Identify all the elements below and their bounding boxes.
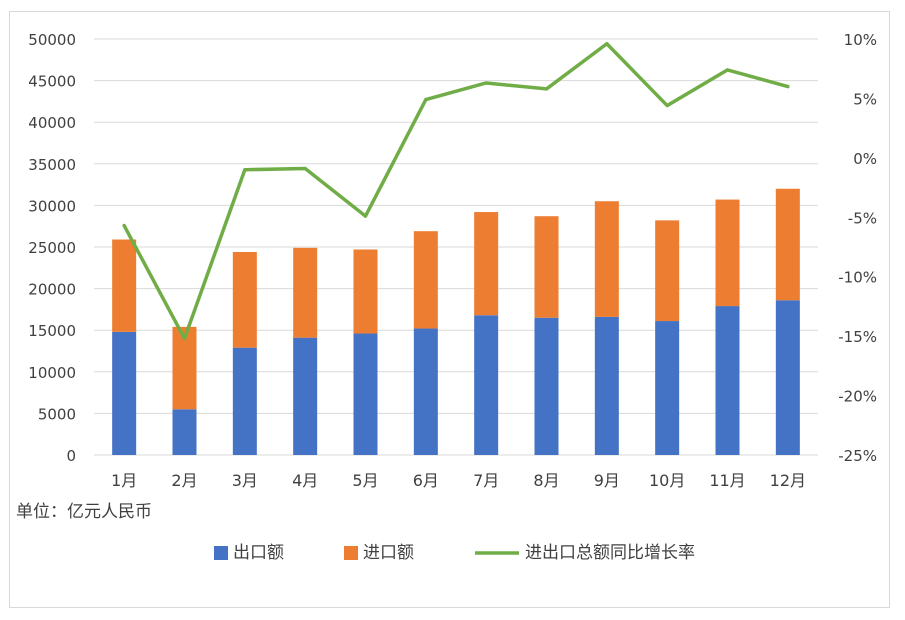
left-axis-tick-label: 40000 bbox=[28, 114, 76, 132]
export-bar bbox=[474, 315, 499, 455]
import-bar bbox=[232, 251, 257, 348]
import-bar bbox=[594, 201, 619, 317]
import-bar bbox=[413, 231, 438, 329]
x-axis-tick-label: 11月 bbox=[709, 471, 745, 490]
import-bar bbox=[775, 188, 800, 301]
growth-rate-point bbox=[726, 68, 729, 72]
right-axis-tick-label: 5% bbox=[853, 90, 877, 108]
export-bar bbox=[413, 328, 438, 455]
growth-rate-point bbox=[484, 81, 488, 85]
import-bar bbox=[715, 199, 740, 307]
export-bar bbox=[232, 347, 257, 455]
import-bar bbox=[655, 220, 680, 322]
export-bar bbox=[775, 300, 800, 455]
growth-rate-point bbox=[786, 85, 790, 89]
bar-series bbox=[112, 188, 800, 455]
x-axis-tick-label: 2月 bbox=[171, 471, 197, 490]
legend-import-swatch bbox=[344, 546, 358, 560]
right-axis-tick-label: -15% bbox=[838, 328, 877, 346]
export-bar bbox=[293, 337, 318, 455]
left-axis-tick-label: 45000 bbox=[28, 73, 76, 91]
x-axis-tick-label: 3月 bbox=[232, 471, 258, 490]
export-bar bbox=[172, 409, 197, 455]
chart-frame bbox=[9, 11, 890, 608]
left-axis-tick-label: 50000 bbox=[28, 31, 76, 49]
x-axis-tick-label: 5月 bbox=[352, 471, 378, 490]
x-axis-tick-label: 9月 bbox=[594, 471, 620, 490]
right-axis-tick-label: -25% bbox=[838, 447, 877, 465]
unit-note: 单位：亿元人民币 bbox=[16, 502, 152, 522]
legend-export-swatch bbox=[214, 546, 228, 560]
import-bar bbox=[353, 249, 378, 334]
growth-rate-line bbox=[122, 42, 790, 341]
legend-import-label: 进口额 bbox=[363, 543, 414, 563]
x-axis-ticks: 1月 2月 3月 4月 5月 6月 7月 8月 9月 10月 11月 12月 bbox=[111, 471, 806, 490]
growth-rate-point bbox=[364, 214, 367, 218]
x-axis-tick-label: 1月 bbox=[111, 471, 137, 490]
growth-rate-point bbox=[183, 337, 186, 341]
export-bar bbox=[655, 321, 680, 455]
x-axis-tick-label: 10月 bbox=[649, 471, 685, 490]
left-axis-tick-label: 20000 bbox=[28, 281, 76, 299]
right-axis-ticks: -25% -20% -15% -10% -5% 0% 5% 10% bbox=[838, 31, 877, 465]
right-axis-tick-label: 10% bbox=[844, 31, 877, 49]
x-axis-tick-label: 12月 bbox=[770, 471, 806, 490]
import-bar bbox=[474, 212, 499, 316]
import-bar bbox=[534, 216, 559, 318]
growth-rate-point bbox=[424, 98, 428, 102]
gridlines bbox=[94, 38, 818, 456]
growth-rate-point bbox=[243, 168, 247, 172]
x-axis-tick-label: 8月 bbox=[533, 471, 559, 490]
legend: 出口额 进口额 进出口总额同比增长率 bbox=[214, 543, 695, 563]
right-axis-tick-label: 0% bbox=[853, 150, 877, 168]
growth-rate-point bbox=[122, 224, 126, 228]
legend-growth-label: 进出口总额同比增长率 bbox=[525, 543, 695, 563]
import-bar bbox=[172, 326, 197, 410]
growth-rate-point bbox=[665, 104, 669, 108]
right-axis-tick-label: -5% bbox=[848, 209, 877, 227]
growth-rate-point bbox=[545, 87, 548, 91]
x-axis-tick-label: 6月 bbox=[413, 471, 439, 490]
growth-rate-point bbox=[605, 42, 609, 46]
export-bar bbox=[594, 316, 619, 455]
import-bar bbox=[112, 239, 137, 332]
left-axis-tick-label: 35000 bbox=[28, 156, 76, 174]
left-axis-tick-label: 30000 bbox=[28, 197, 76, 215]
right-axis-tick-label: -20% bbox=[838, 388, 877, 406]
legend-export-label: 出口额 bbox=[233, 543, 284, 563]
export-bar bbox=[112, 331, 137, 455]
x-axis-tick-label: 4月 bbox=[292, 471, 318, 490]
x-axis-tick-label: 7月 bbox=[473, 471, 499, 490]
left-axis-tick-label: 5000 bbox=[38, 405, 76, 423]
left-axis-ticks: 0 5000 10000 15000 20000 25000 30000 35000 40000… bbox=[28, 31, 76, 465]
left-axis-tick-label: 15000 bbox=[28, 322, 76, 340]
export-bar bbox=[534, 317, 559, 455]
export-bar bbox=[715, 306, 740, 455]
left-axis-tick-label: 10000 bbox=[28, 364, 76, 382]
import-bar bbox=[293, 247, 318, 338]
right-axis-tick-label: -10% bbox=[838, 269, 877, 287]
left-axis-tick-label: 25000 bbox=[28, 239, 76, 257]
left-axis-tick-label: 0 bbox=[66, 447, 76, 465]
export-bar bbox=[353, 333, 378, 455]
line-series bbox=[122, 42, 790, 341]
growth-rate-point bbox=[303, 167, 307, 171]
